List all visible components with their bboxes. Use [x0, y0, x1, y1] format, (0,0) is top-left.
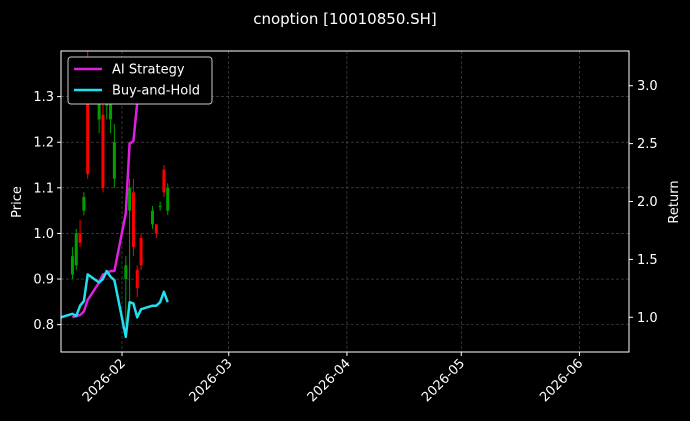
x-tick-label: 2026-03: [187, 356, 236, 405]
candle-body: [150, 210, 154, 225]
legend-box: [67, 56, 213, 105]
y-right-tick-label: 3.0: [637, 79, 658, 94]
legend-label-buy-and-hold: Buy-and-Hold: [112, 84, 200, 99]
candle-body: [70, 256, 74, 275]
x-tick-label: 2026-04: [305, 356, 354, 405]
y-axis-left-label: Price: [10, 186, 25, 218]
candle: [112, 123, 116, 188]
candle-body: [166, 187, 170, 211]
y-left-tick-label: 1.0: [33, 227, 54, 242]
candle: [158, 201, 162, 211]
candle-body: [158, 206, 162, 208]
grid: [61, 51, 629, 352]
y-right-tick-label: 1.5: [637, 253, 658, 268]
chart-title: cnoption [10010850.SH]: [253, 10, 437, 28]
candle: [128, 178, 132, 302]
y-axis-right-label: Return: [667, 180, 682, 223]
series-line-buy-and-hold: [60, 269, 169, 339]
y-left-tick-label: 1.1: [33, 181, 54, 196]
candle: [70, 247, 74, 280]
candle-body: [162, 169, 166, 193]
candle-body: [82, 196, 86, 211]
candle-body: [86, 60, 90, 175]
candle-body: [131, 192, 135, 248]
x-tick-label: 2026-02: [80, 356, 129, 405]
candle: [154, 224, 158, 238]
y-left-tick-label: 1.2: [33, 136, 54, 151]
x-tick-label: 2026-06: [537, 356, 586, 405]
y-axis-right: 1.0 1.5 2.0 2.5 3.0: [629, 79, 658, 326]
candle-body: [124, 265, 128, 280]
x-axis: 2026-02 2026-03 2026-04 2026-05 2026-06: [80, 352, 586, 405]
candle-body: [139, 237, 143, 266]
candle: [162, 165, 166, 197]
y-axis-left: 0.8 0.9 1.0 1.1 1.2 1.3: [33, 90, 61, 333]
candle: [131, 178, 135, 257]
candle: [135, 265, 139, 298]
candle: [150, 206, 154, 229]
candle-body: [112, 142, 116, 179]
candle: [78, 219, 82, 248]
legend: AI Strategy Buy-and-Hold: [67, 56, 213, 105]
candle: [82, 192, 86, 216]
candle-body: [135, 269, 139, 289]
y-left-tick-label: 0.8: [33, 318, 54, 333]
candle: [101, 96, 105, 193]
candle: [139, 233, 143, 270]
candle: [124, 256, 128, 325]
y-left-tick-label: 1.3: [33, 90, 54, 105]
y-left-tick-label: 0.9: [33, 273, 54, 288]
y-right-tick-label: 2.5: [637, 137, 658, 152]
y-right-tick-label: 2.0: [637, 195, 658, 210]
candle-body: [74, 233, 78, 266]
legend-label-ai-strategy: AI Strategy: [112, 63, 185, 78]
candle-body: [109, 96, 113, 120]
candle-body: [101, 114, 105, 188]
candle-body: [128, 187, 132, 211]
candle: [166, 183, 170, 216]
candle-body: [154, 224, 158, 234]
candle: [74, 228, 78, 270]
x-tick-label: 2026-05: [419, 356, 468, 405]
candle-body: [78, 233, 82, 243]
y-right-tick-label: 1.0: [637, 311, 658, 326]
